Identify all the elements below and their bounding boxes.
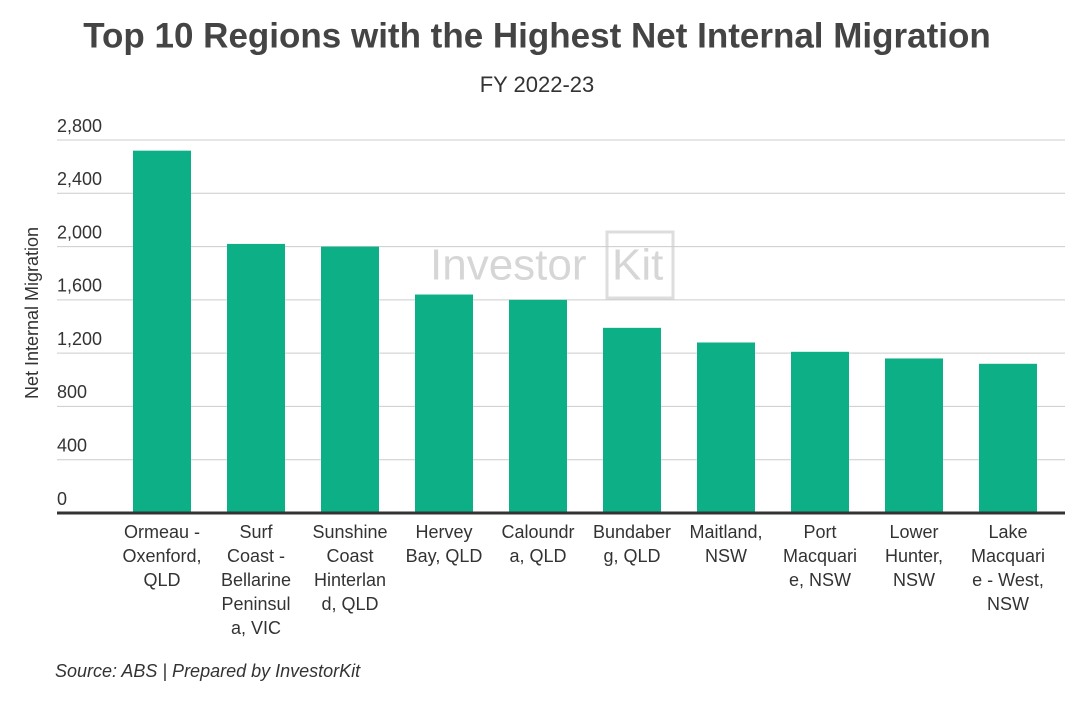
y-axis-label: Net Internal Migration [22, 227, 42, 399]
x-tick-label: Macquari [971, 546, 1045, 566]
x-tick-label: Coast - [227, 546, 285, 566]
x-tick-label: Lake [988, 522, 1027, 542]
y-tick-label: 800 [57, 382, 87, 402]
x-tick-label: Peninsul [221, 594, 290, 614]
bar [227, 243, 285, 513]
watermark-text: Kit [612, 241, 663, 290]
y-tick-label: 2,000 [57, 222, 102, 242]
x-tick-label: a, VIC [231, 618, 281, 638]
x-tick-label: Sunshine [312, 522, 387, 542]
y-tick-label: 0 [57, 489, 67, 509]
bar [321, 246, 379, 514]
bar [509, 299, 567, 513]
y-tick-label: 2,400 [57, 169, 102, 189]
bar [415, 294, 473, 513]
y-tick-label: 400 [57, 435, 87, 455]
x-tick-label: QLD [143, 570, 180, 590]
x-tick-label: NSW [987, 594, 1029, 614]
bar [603, 327, 661, 513]
x-tick-label: NSW [705, 546, 747, 566]
x-tick-label: Hunter, [885, 546, 943, 566]
bar [133, 150, 191, 513]
x-tick-label: g, QLD [603, 546, 660, 566]
watermark-text: Investor [430, 241, 587, 290]
x-tick-label: Hinterlan [314, 570, 386, 590]
x-tick-label: Port [803, 522, 836, 542]
bar [791, 351, 849, 513]
bar [885, 358, 943, 513]
x-tick-label: Oxenford, [122, 546, 201, 566]
source-note: Source: ABS | Prepared by InvestorKit [55, 661, 361, 681]
x-tick-label: Bay, QLD [406, 546, 483, 566]
x-tick-label: NSW [893, 570, 935, 590]
chart-subtitle: FY 2022-23 [480, 72, 595, 97]
x-tick-label: Bundaber [593, 522, 671, 542]
chart-title: Top 10 Regions with the Highest Net Inte… [83, 16, 990, 55]
x-tick-label: Maitland, [689, 522, 762, 542]
y-tick-label: 1,200 [57, 329, 102, 349]
x-tick-label: Ormeau - [124, 522, 200, 542]
y-tick-label: 2,800 [57, 116, 102, 136]
x-tick-label: Macquari [783, 546, 857, 566]
x-tick-label: Coast [326, 546, 373, 566]
x-tick-label: e - West, [972, 570, 1044, 590]
x-tick-label: a, QLD [509, 546, 566, 566]
y-tick-label: 1,600 [57, 276, 102, 296]
x-tick-label: Caloundr [501, 522, 574, 542]
bar [979, 363, 1037, 513]
x-tick-label: d, QLD [321, 594, 378, 614]
x-tick-label: Lower [889, 522, 938, 542]
x-tick-label: Surf [239, 522, 273, 542]
watermark: Investor Kit [430, 230, 675, 300]
watermark-box [605, 230, 675, 300]
bar [697, 342, 755, 513]
x-tick-label: e, NSW [789, 570, 851, 590]
x-tick-label: Bellarine [221, 570, 291, 590]
x-tick-label: Hervey [415, 522, 472, 542]
